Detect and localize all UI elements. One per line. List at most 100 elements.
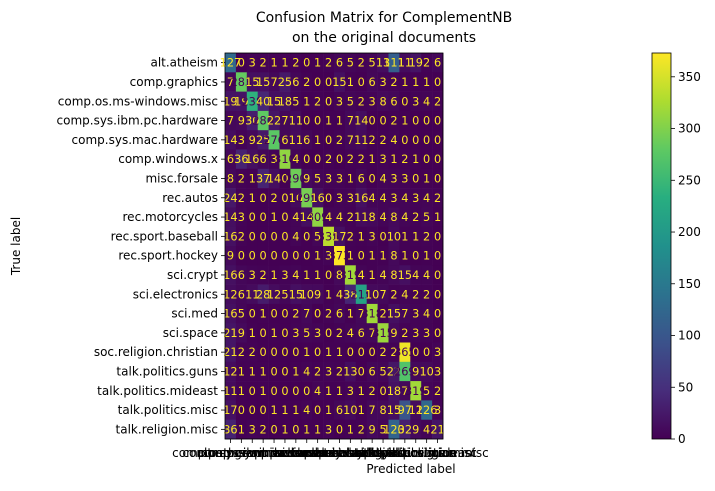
cell-value-label: 0 (325, 269, 332, 282)
cell-value-label: 315 (372, 327, 394, 340)
heatmap-cell (290, 246, 302, 266)
cell-value-label: 1 (238, 385, 245, 398)
x-tick-label: comp.graphics (197, 446, 285, 460)
heatmap-cell (366, 91, 378, 112)
cell-value-label: 0 (303, 230, 310, 243)
cell-value-label: 2 (390, 288, 397, 301)
cell-value-label: 1 (347, 308, 354, 321)
cell-value-label: 6 (358, 327, 365, 340)
y-axis-label: True label (9, 217, 23, 276)
heatmap-cell (410, 207, 422, 227)
cell-value-label: 30 (245, 115, 259, 128)
cell-value-label: 4 (336, 211, 343, 224)
heatmap-cell (366, 149, 378, 170)
cell-value-label: 1 (281, 404, 288, 417)
cell-value-label: 2 (379, 134, 386, 147)
cell-value-label: 3 (249, 57, 256, 70)
heatmap-cell (257, 72, 269, 92)
cell-value-label: 0 (270, 308, 277, 321)
cell-value-label: 4 (292, 230, 299, 243)
cell-value-label: 3 (270, 153, 277, 166)
heatmap-cell (257, 419, 269, 440)
heatmap-cell (301, 110, 313, 131)
heatmap-cell (312, 400, 324, 420)
heatmap-cell (290, 53, 302, 73)
heatmap-cell (323, 130, 335, 150)
heatmap-cell (388, 168, 400, 189)
cell-value-label: 6 (292, 76, 299, 89)
heatmap-cell (290, 207, 302, 227)
heatmap-cell (355, 284, 367, 305)
heatmap-cell (344, 381, 357, 401)
cell-value-label: 1 (325, 115, 332, 128)
heatmap-cell (421, 284, 433, 305)
cell-value-label: 5 (379, 365, 386, 378)
cell-value-label: 3 (369, 230, 376, 243)
cell-value-label: 6 (303, 134, 310, 147)
cell-value-label: 0 (238, 404, 245, 417)
heatmap-cell (257, 149, 269, 170)
y-tick-label: sci.electronics (133, 287, 218, 301)
heatmap-cell (399, 361, 411, 382)
cell-value-label: 3 (325, 365, 332, 378)
cell-value-label: 7 (347, 134, 354, 147)
heatmap-cell (279, 265, 291, 285)
heatmap-cell (290, 381, 302, 401)
cell-value-label: 1 (314, 134, 321, 147)
x-tick-label: rec.sport.baseball (275, 446, 382, 460)
heatmap-cell (377, 381, 389, 401)
cell-value-label: 0 (423, 153, 430, 166)
cell-value-label: 4 (336, 288, 343, 301)
cell-value-label: 5 (238, 308, 245, 321)
heatmap-cell (246, 381, 258, 401)
cell-value-label: 1 (390, 153, 397, 166)
cell-value-label: 0 (434, 76, 441, 89)
y-tick-label: comp.os.ms-windows.misc (58, 94, 218, 108)
cell-value-label: 0 (434, 230, 441, 243)
heatmap-cell (388, 361, 400, 382)
cell-value-label: 0 (423, 115, 430, 128)
heatmap-cell (344, 188, 357, 208)
heatmap-cell (388, 72, 400, 92)
cell-value-label: 335 (318, 230, 340, 243)
x-tick-label: sci.electronics (319, 446, 404, 460)
cell-value-label: 0 (412, 115, 419, 128)
heatmap-cell (344, 168, 357, 189)
heatmap-cell (268, 265, 280, 285)
heatmap-cell (377, 284, 389, 305)
heatmap-cell (279, 323, 291, 343)
cell-value-label: 0 (412, 134, 419, 147)
cell-value-label: 15 (387, 404, 401, 417)
heatmap-cell (235, 188, 248, 208)
heatmap-cell (432, 284, 444, 305)
heatmap-cell (268, 246, 280, 266)
cell-value-label: 3 (379, 76, 386, 89)
heatmap-cell (334, 284, 346, 305)
heatmap-cell (235, 323, 248, 343)
heatmap-cell (268, 91, 280, 112)
heatmap-cell (399, 72, 411, 92)
heatmap-cell (246, 303, 258, 324)
cell-value-label: 0 (281, 172, 288, 185)
cell-value-label: 37 (256, 172, 270, 185)
cell-value-label: 2 (347, 153, 354, 166)
cell-value-label: 0 (281, 327, 288, 340)
cell-value-label: 7 (270, 76, 277, 89)
cell-value-label: 1 (412, 153, 419, 166)
cell-value-label: 4 (423, 308, 430, 321)
heatmap-cell (410, 226, 422, 247)
cell-value-label: 2 (390, 346, 397, 359)
cell-value-label: 0 (379, 385, 386, 398)
cell-value-label: 1 (423, 250, 430, 263)
cell-value-label: 2 (238, 192, 245, 205)
cell-value-label: 2 (260, 57, 267, 70)
cell-value-label: 4 (379, 192, 386, 205)
heatmap-cell (257, 284, 269, 305)
cell-value-label: 0 (358, 365, 365, 378)
heatmap-cell (301, 400, 313, 420)
heatmap-cell (257, 246, 269, 266)
heatmap-cell (388, 188, 400, 208)
cell-value-label: 1 (314, 250, 321, 263)
heatmap-cell (246, 91, 258, 112)
heatmap-cell (344, 53, 357, 73)
